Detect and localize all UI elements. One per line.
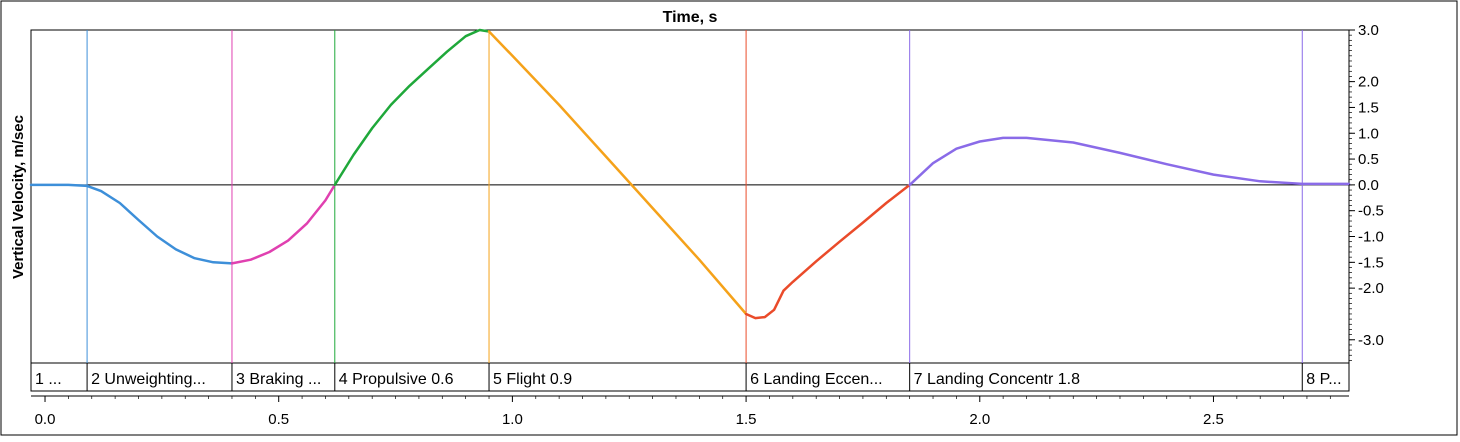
x-tick-label: 0.0 — [35, 411, 56, 428]
phase-label: 1 ... — [35, 371, 62, 388]
phase-labels: 1 ... 2 Unweighting... 3 Braking ... 4 Prop… — [35, 363, 1342, 391]
y-tick-label: 0.5 — [1358, 151, 1379, 168]
x-tick-label: 1.5 — [736, 411, 757, 428]
x-tick-label: 0.5 — [268, 411, 289, 428]
phase-label: 4 Propulsive 0.6 — [339, 371, 454, 388]
y-axis-label: Vertical Velocity, m/sec — [10, 115, 27, 279]
series-line — [333, 28, 491, 187]
x-ticks: 0.0 0.5 1.0 1.5 2.0 2.5 — [35, 396, 1331, 428]
series-line — [230, 183, 337, 265]
series-line — [744, 183, 911, 320]
y-tick-label: 1.5 — [1358, 99, 1379, 116]
phase-label: 2 Unweighting... — [91, 371, 206, 388]
phase-band — [30, 362, 1350, 392]
y-tick-label: 0.0 — [1358, 177, 1379, 194]
phase-label: 7 Landing Concentr 1.8 — [914, 371, 1080, 388]
y-tick-label: -1.0 — [1358, 229, 1384, 246]
phase-label: 6 Landing Eccen... — [750, 371, 883, 388]
x-tick-label: 2.5 — [1203, 411, 1224, 428]
y-tick-label: -0.5 — [1358, 203, 1384, 220]
y-tick-label: 2.0 — [1358, 74, 1379, 91]
series-line — [29, 183, 234, 265]
series-line — [487, 30, 748, 316]
y-tick-label: -1.5 — [1358, 254, 1384, 271]
y-tick-label: 1.0 — [1358, 125, 1379, 142]
series-line — [908, 136, 1351, 187]
y-tick-label: -3.0 — [1358, 332, 1384, 349]
phase-label: 5 Flight 0.9 — [493, 371, 572, 388]
chart-title: Time, s — [663, 9, 718, 26]
phase-lines — [86, 30, 1303, 363]
y-tick-label: -2.0 — [1358, 280, 1384, 297]
phase-label: 8 P... — [1306, 371, 1341, 388]
x-tick-label: 2.0 — [969, 411, 990, 428]
phase-label: 3 Braking ... — [236, 371, 321, 388]
y-tick-label: 3.0 — [1358, 22, 1379, 39]
x-tick-label: 1.0 — [502, 411, 523, 428]
y-ticks: 3.0 2.0 1.5 1.0 0.5 0.0 -0.5 -1.0 -1.5 -2.0 -3.0 — [1349, 22, 1384, 361]
series-group — [29, 28, 1351, 320]
